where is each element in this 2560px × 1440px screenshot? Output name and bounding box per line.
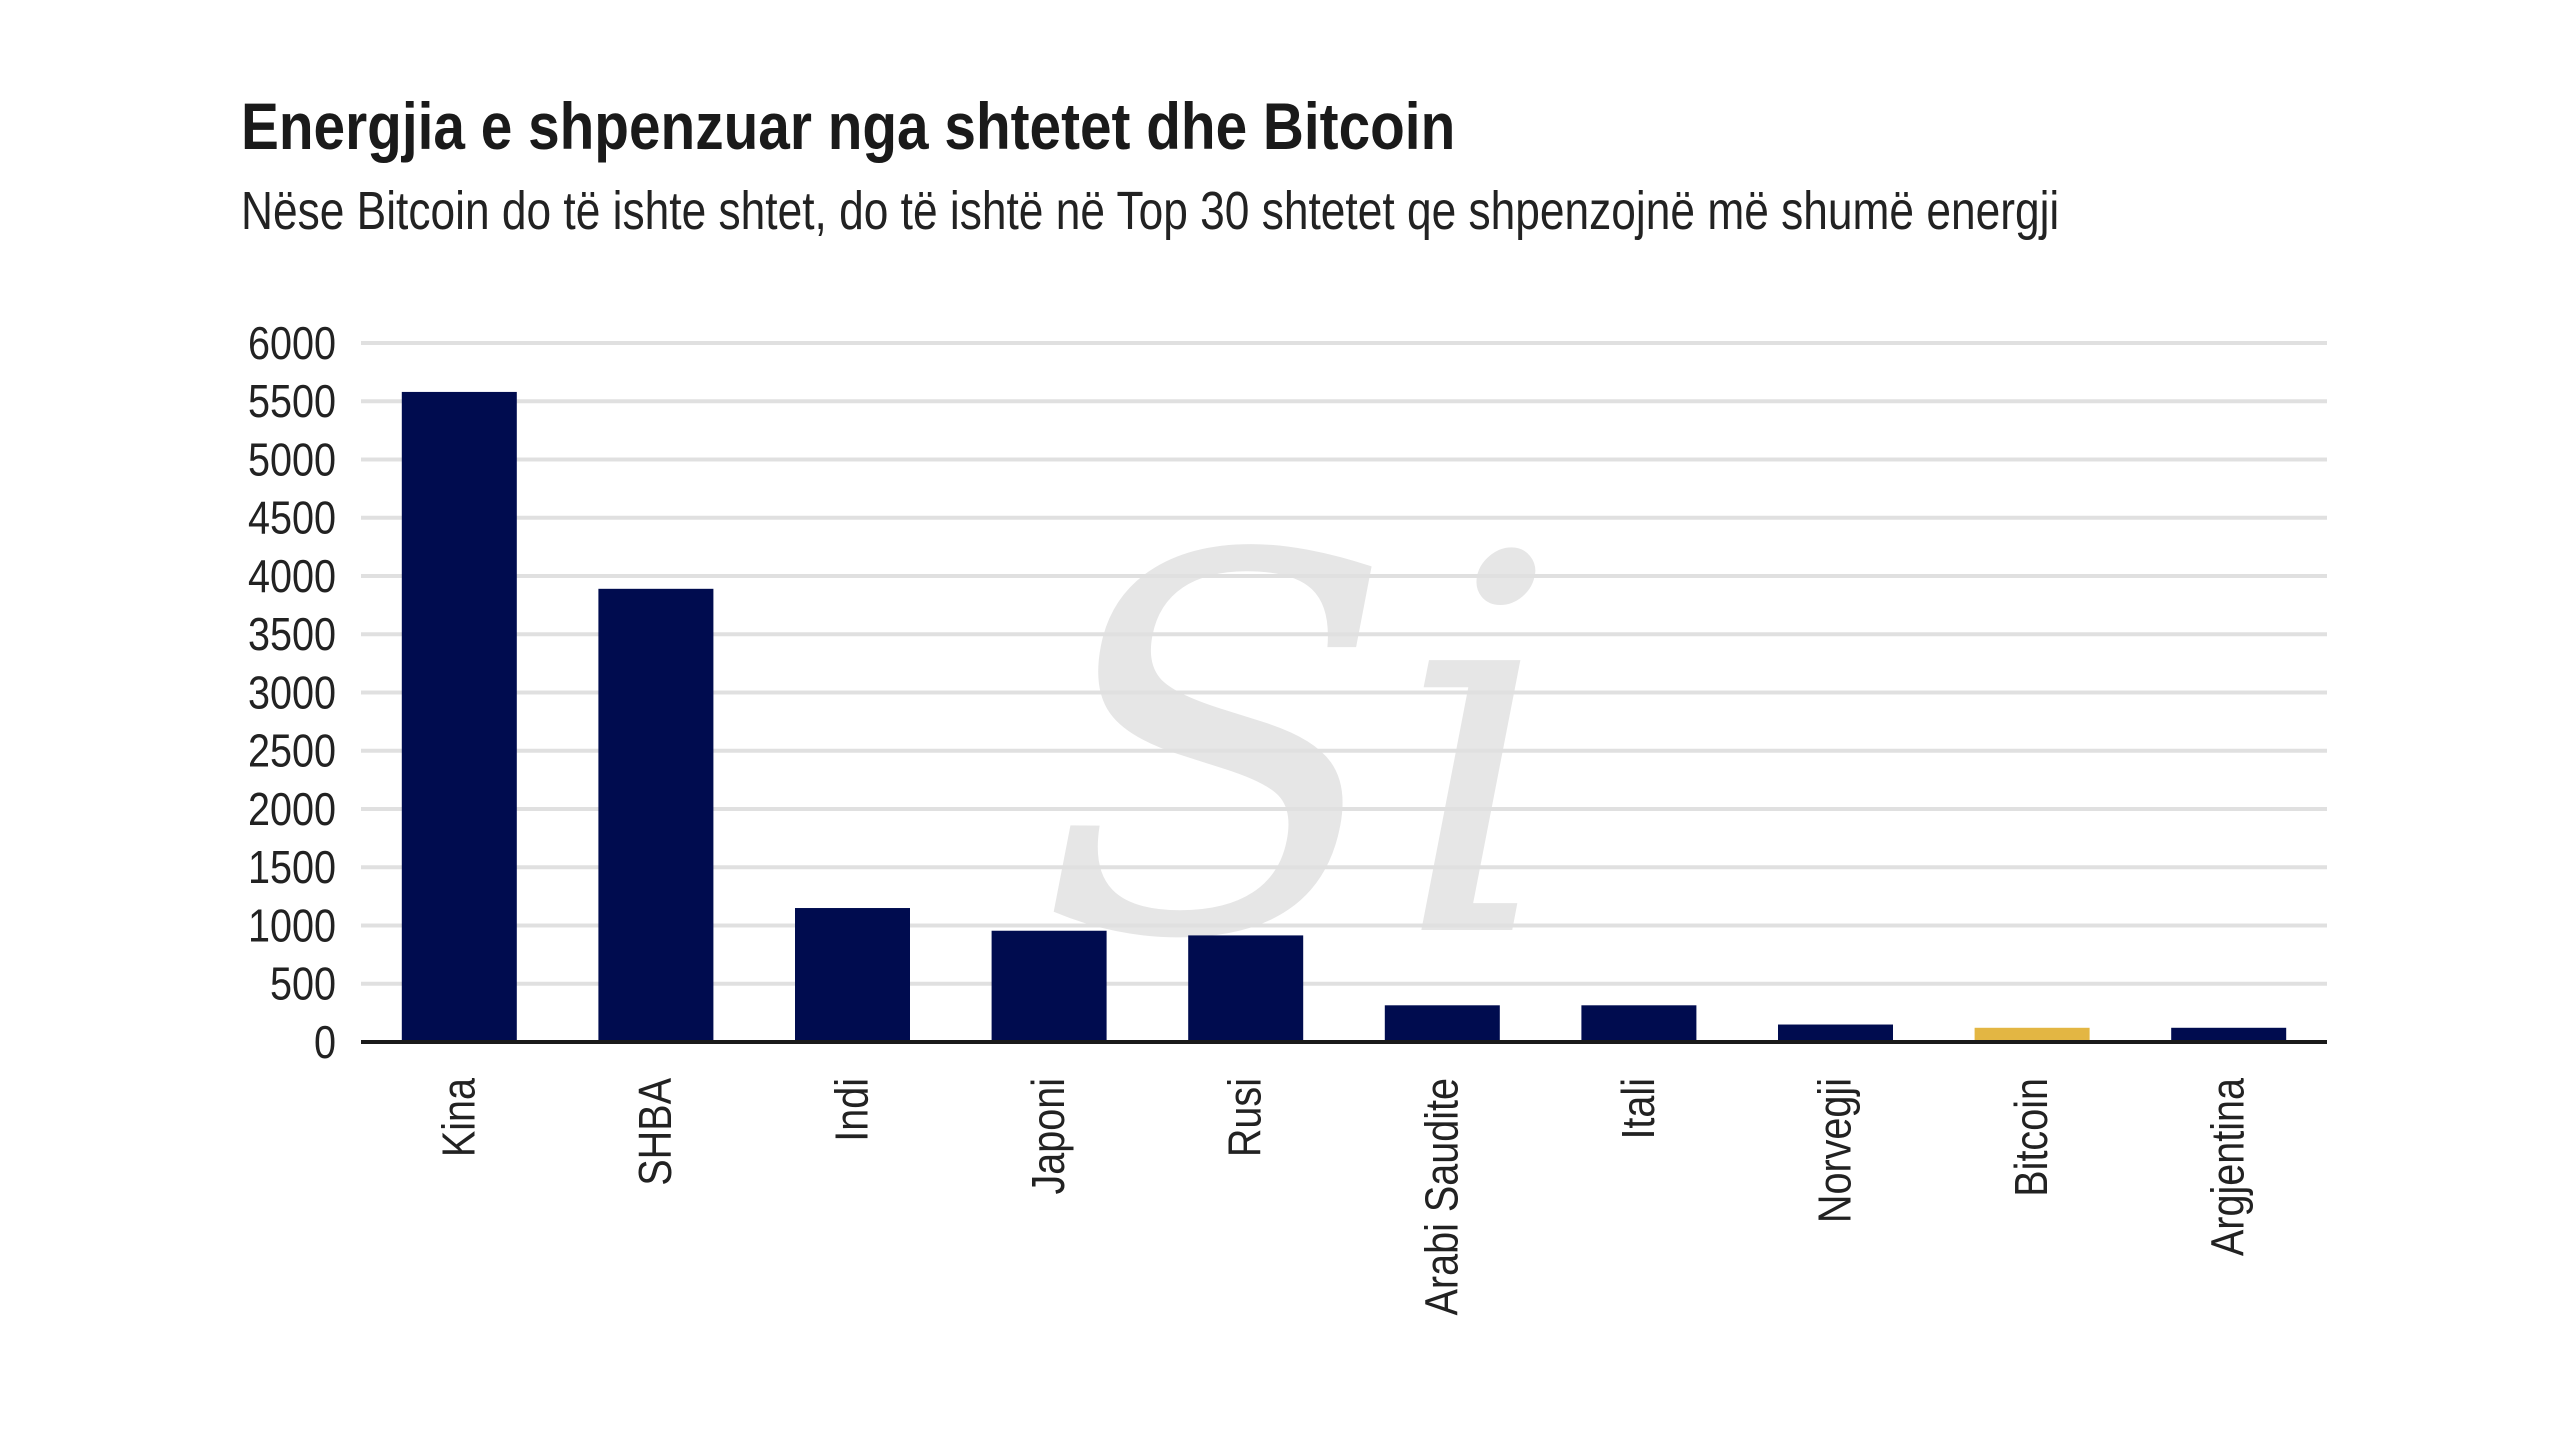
bar-kina [401, 391, 517, 1042]
y-tick-label: 500 [270, 959, 336, 1010]
y-tick-label: 4000 [248, 551, 336, 602]
y-tick-label: 5000 [248, 435, 336, 486]
x-tick-label: Norvegji [1810, 1078, 1861, 1223]
x-tick-label: SHBA [630, 1078, 681, 1186]
x-tick-label: Arabi Saudite [1417, 1078, 1468, 1315]
x-tick-label: Itali [1613, 1078, 1664, 1140]
bar-argjentina [2171, 1027, 2287, 1042]
y-tick-label: 0 [314, 1017, 336, 1068]
y-tick-label: 6000 [248, 318, 336, 369]
bar-indi [795, 908, 910, 1042]
bar-rusi [1188, 935, 1304, 1042]
x-tick-label: Kina [434, 1078, 485, 1157]
y-tick-label: 1000 [248, 901, 336, 952]
y-tick-label: 2000 [248, 784, 336, 835]
y-tick-label: 1500 [248, 843, 336, 894]
x-tick-label: Bitcoin [2006, 1078, 2057, 1197]
chart-subtitle: Nëse Bitcoin do të ishte shtet, do të is… [241, 181, 2060, 241]
bar-bitcoin [1974, 1027, 2090, 1042]
y-tick-label: 2500 [248, 726, 336, 777]
bar-arabi-saudite [1384, 1005, 1500, 1042]
x-tick-label: Japoni [1023, 1078, 1074, 1195]
y-tick-label: 3000 [248, 668, 336, 719]
bar-japoni [991, 930, 1107, 1042]
x-tick-label: Indi [827, 1078, 878, 1142]
chart-title: Energjia e shpenzuar nga shtetet dhe Bit… [241, 89, 1456, 163]
y-tick-label: 3500 [248, 610, 336, 661]
x-tick-label: Argjentina [2203, 1078, 2254, 1256]
y-tick-label: 5500 [248, 377, 336, 428]
y-tick-label: 4500 [248, 493, 336, 544]
x-tick-label: Rusi [1220, 1078, 1271, 1157]
bar-itali [1581, 1005, 1697, 1042]
bar-norvegji [1778, 1024, 1893, 1042]
bar-shba [598, 588, 714, 1042]
